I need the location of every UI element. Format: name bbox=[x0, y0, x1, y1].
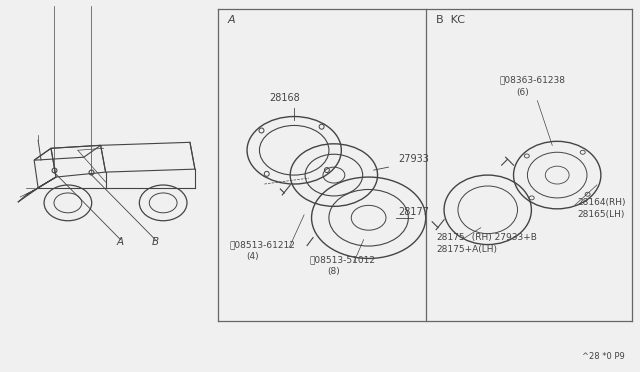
Text: 28164(RH): 28164(RH) bbox=[577, 198, 625, 207]
Text: 28175+A(LH): 28175+A(LH) bbox=[436, 244, 497, 253]
Text: B: B bbox=[152, 237, 159, 247]
Text: B  KC: B KC bbox=[436, 15, 465, 25]
Text: A: A bbox=[228, 15, 236, 25]
Text: 27933: 27933 bbox=[399, 154, 429, 164]
Text: Ⓝ08363-61238: Ⓝ08363-61238 bbox=[500, 76, 566, 85]
Text: Ⓝ08513-51012: Ⓝ08513-51012 bbox=[309, 256, 375, 264]
Text: (6): (6) bbox=[516, 88, 529, 97]
Text: 28177: 28177 bbox=[399, 207, 429, 217]
Text: A: A bbox=[117, 237, 124, 247]
Text: (4): (4) bbox=[246, 253, 259, 262]
Text: 28165(LH): 28165(LH) bbox=[577, 210, 625, 219]
Text: 28175: 28175 bbox=[436, 232, 465, 241]
Text: (8): (8) bbox=[327, 267, 340, 276]
Text: ^28 *0 P9: ^28 *0 P9 bbox=[582, 352, 625, 361]
Text: Ⓝ08513-61212: Ⓝ08513-61212 bbox=[230, 241, 296, 250]
Text: 28168: 28168 bbox=[269, 93, 300, 103]
Text: (RH) 27933+B: (RH) 27933+B bbox=[466, 232, 537, 241]
